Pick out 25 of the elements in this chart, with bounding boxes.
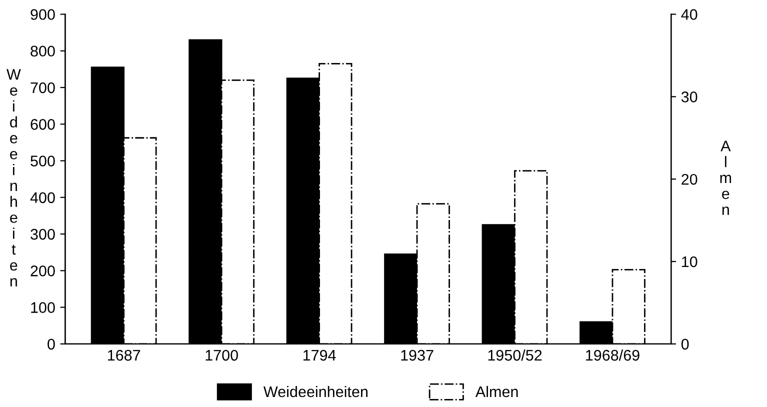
x-tick-label: 1687 xyxy=(108,350,140,361)
y-tick-label: 400 xyxy=(30,192,55,204)
y-tick-label: 900 xyxy=(30,9,55,20)
legend-label: Weideeinheiten xyxy=(264,386,368,398)
y2-tick-label: 10 xyxy=(682,256,698,268)
x-tick-label: 1794 xyxy=(303,350,336,361)
text: Weideeinheiten xyxy=(6,69,21,286)
y-tick-label: 0 xyxy=(48,338,55,350)
y-tick-label: 500 xyxy=(30,156,55,166)
y2-tick-label: 30 xyxy=(681,92,698,102)
y-tick-label: 300 xyxy=(30,228,55,240)
x-tick-label: 1968/69 xyxy=(586,349,640,361)
y-tick-label: 600 xyxy=(30,119,55,130)
y-tick-label: 100 xyxy=(31,302,55,313)
legend-label: Almen xyxy=(475,386,518,398)
y2-tick-label: 20 xyxy=(682,174,698,185)
x-tick-label: 1700 xyxy=(206,350,238,361)
x-tick-label: 1950/52 xyxy=(488,349,542,361)
y-tick-label: 700 xyxy=(30,82,55,94)
y2-tick-label: 40 xyxy=(681,9,698,20)
x-tick-label: 1937 xyxy=(401,350,434,361)
y-tick-label: 200 xyxy=(30,266,55,276)
y-tick-label: 800 xyxy=(30,46,55,57)
y2-axis-title: Almen xyxy=(720,140,732,215)
y2-tick-label: 0 xyxy=(681,338,689,350)
